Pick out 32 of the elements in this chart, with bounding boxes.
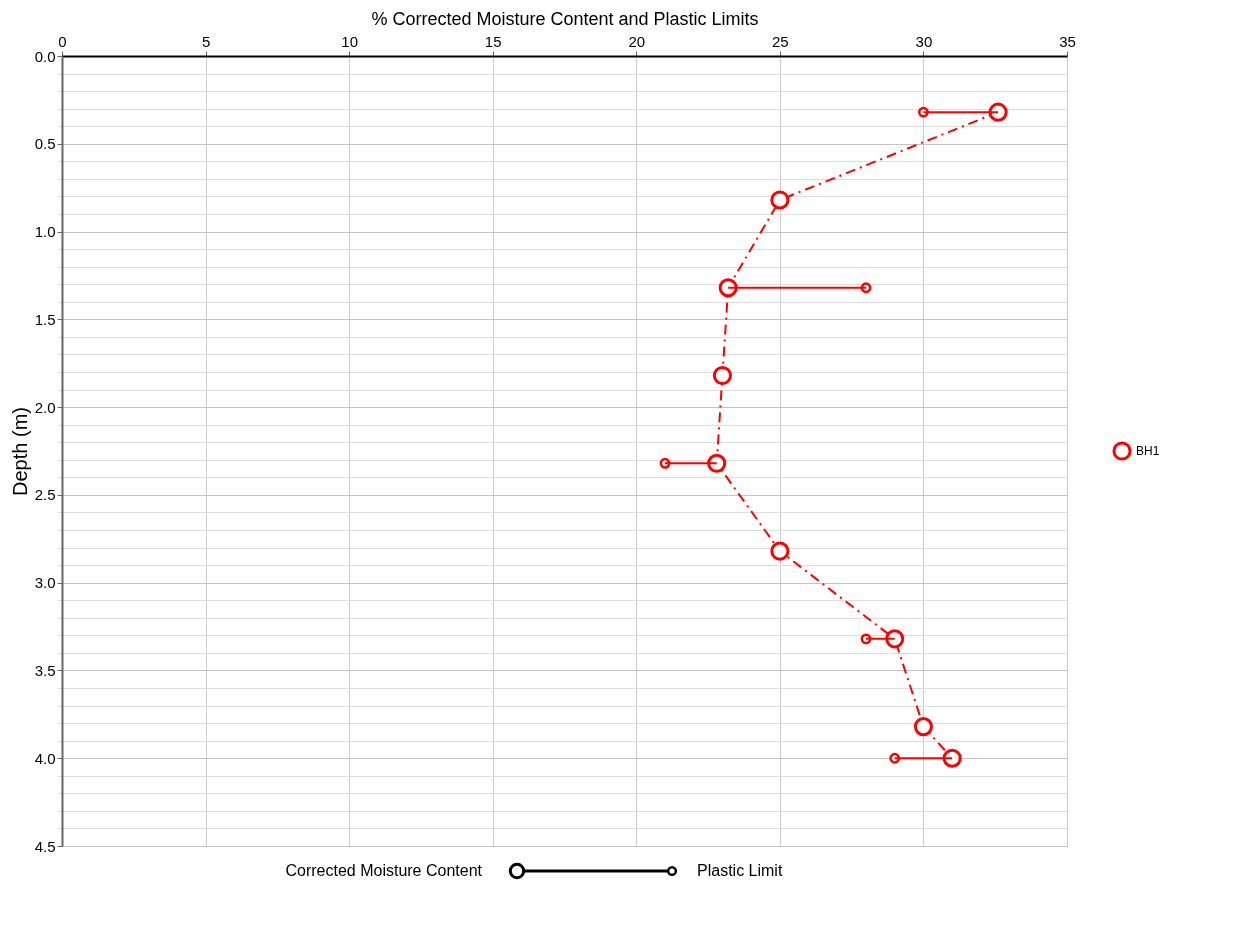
text: Plastic Limit: [697, 862, 783, 879]
x-tick-label: 15: [484, 32, 502, 50]
y-tick-label: 2.5: [34, 486, 56, 504]
y-tick-label: 0.5: [34, 135, 56, 153]
x-tick-label: 35: [1059, 32, 1076, 50]
point: [770, 541, 790, 561]
x-tick-label: 0: [58, 32, 67, 50]
y-tick-label: 0.0: [34, 47, 56, 65]
y-tick-label: 4.0: [34, 749, 56, 767]
y-tick-label: 1.0: [34, 223, 56, 241]
point: [718, 278, 738, 298]
point: [988, 102, 1008, 122]
point: [942, 748, 962, 768]
y-tick-label: 3.5: [34, 661, 56, 679]
y-tick-label: 1.5: [34, 310, 56, 328]
point: [712, 365, 732, 386]
x-tick-label: 20: [628, 32, 646, 50]
text: Corrected Moisture Content: [285, 862, 483, 879]
x-tick-label: 5: [201, 32, 211, 50]
legend-label: BH1: [1136, 444, 1160, 458]
y-tick-label: 2.0: [34, 398, 56, 416]
y-tick-label: 3.0: [34, 574, 56, 592]
point: [885, 629, 905, 649]
x-tick-label: 30: [915, 32, 933, 50]
x-axis-title: % Corrected Moisture Content and Plastic Limits: [371, 8, 759, 29]
y-tick-label: 4.5: [34, 837, 56, 855]
point: [707, 453, 727, 473]
point: [913, 717, 933, 737]
x-tick-label: 10: [341, 32, 358, 50]
x-tick-label: 25: [772, 32, 789, 50]
y-axis-title: Depth (m): [8, 407, 31, 496]
point: [770, 190, 790, 210]
